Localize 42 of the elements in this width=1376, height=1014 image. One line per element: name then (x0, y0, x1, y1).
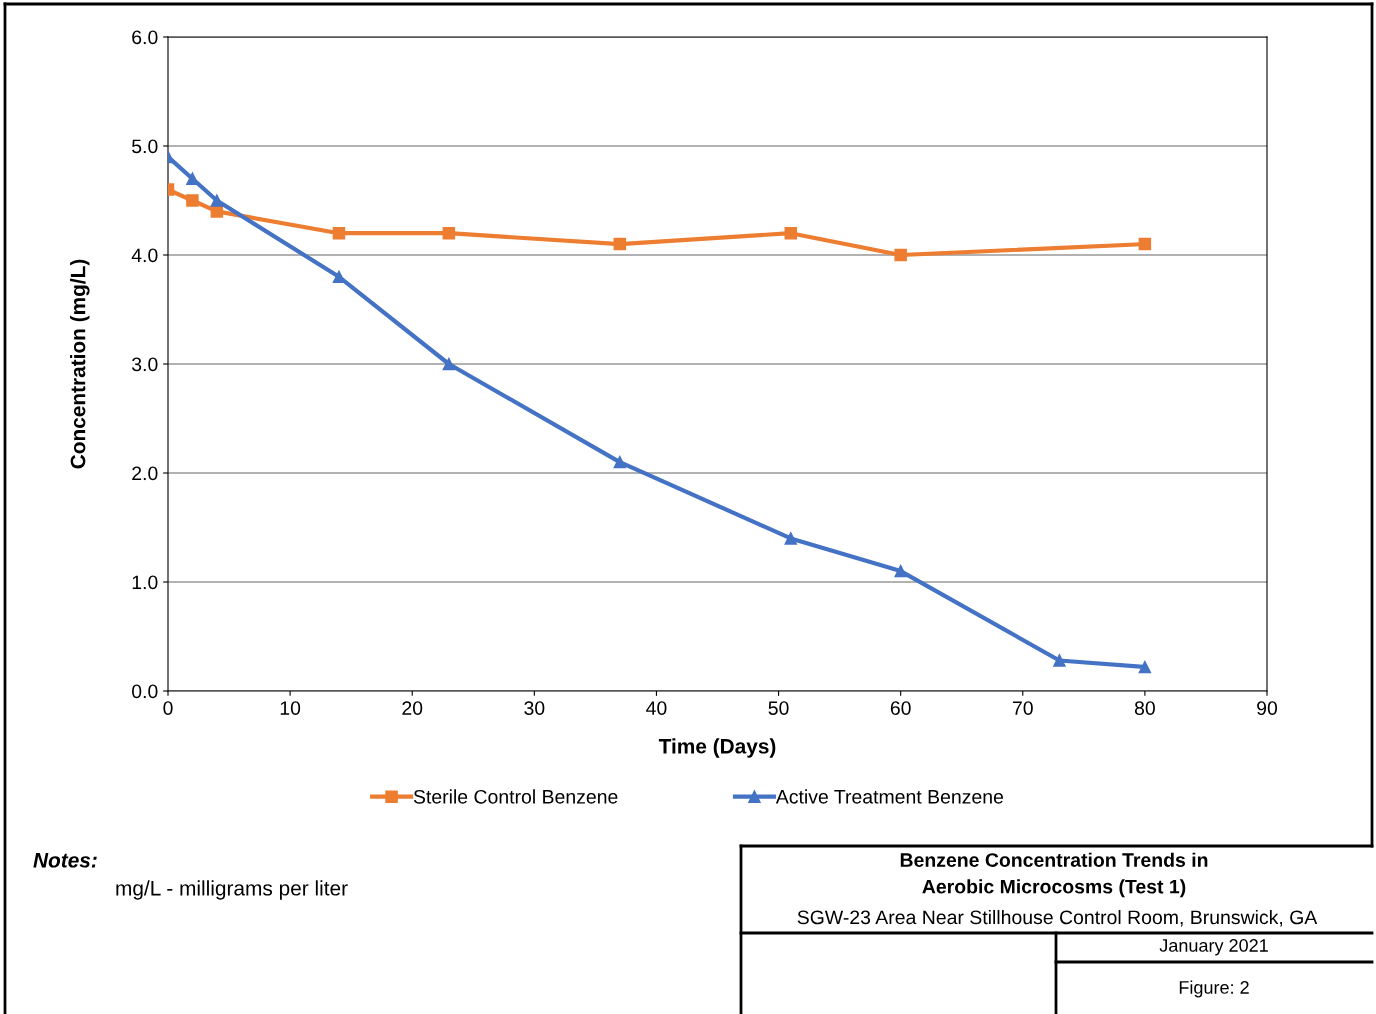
x-tick-label: 10 (280, 701, 301, 715)
y-tick-label: 0.0 (132, 684, 158, 699)
text: Notes: (33, 853, 97, 868)
y-tick-label: 2.0 (132, 466, 158, 481)
x-tick-label: 20 (402, 701, 423, 715)
point (784, 226, 798, 240)
y-tick-label: 6.0 (132, 30, 158, 45)
x-tick-label: 0 (163, 701, 173, 715)
legend-label: Sterile Control Benzene (413, 789, 618, 804)
point (613, 455, 627, 469)
y-tick-label: 5.0 (132, 139, 158, 154)
x-tick-label: 70 (1012, 701, 1033, 715)
x-tick-label: 40 (646, 701, 667, 715)
point (613, 237, 627, 251)
legend-label: Active Treatment Benzene (775, 789, 1004, 804)
point (442, 357, 456, 371)
point (332, 270, 346, 284)
x-tick-label: 80 (1134, 701, 1155, 715)
y-axis-title: Concentration (mg/L) (70, 259, 90, 469)
point (442, 226, 456, 240)
text: Benzene Concentration Trends in Aerobic Microcosms (Test 1) (900, 852, 1208, 898)
x-axis-title: Time (Days) (658, 738, 776, 758)
text: SGW-23 Area Near Stillhouse Control Room, Brunswick, GA (797, 909, 1318, 927)
x-tick-label: 50 (768, 701, 789, 715)
point (332, 226, 346, 240)
point (186, 194, 199, 207)
y-tick-label: 4.0 (131, 248, 158, 263)
x-tick-label: 30 (524, 701, 545, 715)
point (784, 532, 798, 545)
point (1138, 660, 1152, 674)
y-tick-label: 3.0 (131, 357, 158, 372)
point (894, 248, 907, 262)
text: January 2021 (1159, 939, 1268, 956)
y-tick-label: 1.0 (132, 575, 158, 590)
x-tick-label: 90 (1257, 701, 1278, 715)
text: mg/L - milligrams per liter (116, 880, 348, 900)
text: Figure: 2 (1179, 980, 1249, 998)
point (1138, 237, 1152, 251)
x-tick-label: 60 (890, 701, 911, 715)
point (1053, 654, 1066, 667)
point (210, 194, 224, 207)
point (894, 564, 907, 578)
